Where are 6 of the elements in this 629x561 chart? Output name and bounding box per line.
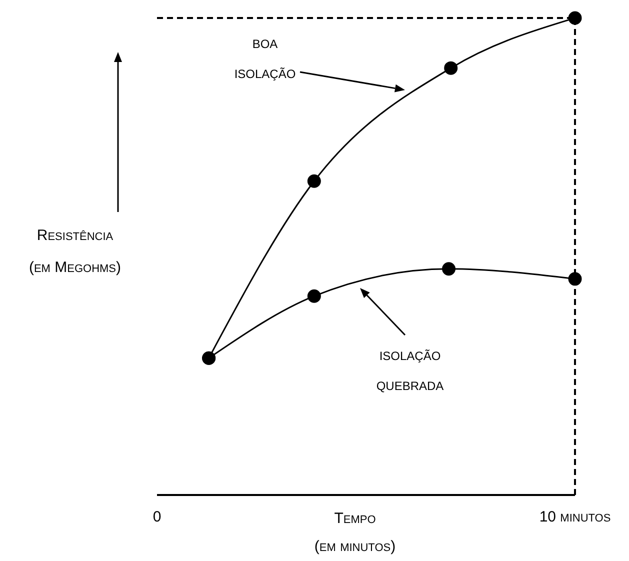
y-axis-title: Resistência (em Megohms): [28, 227, 122, 276]
text: BOA ISOLAÇÃO: [234, 37, 296, 81]
x-axis-title: Tempo (em minutos): [314, 510, 396, 555]
x-tick-label: 0: [152, 508, 162, 526]
x-tick-label: 10 minutos: [539, 508, 611, 526]
text: ISOLAÇÃO QUEBRADA: [376, 349, 444, 393]
